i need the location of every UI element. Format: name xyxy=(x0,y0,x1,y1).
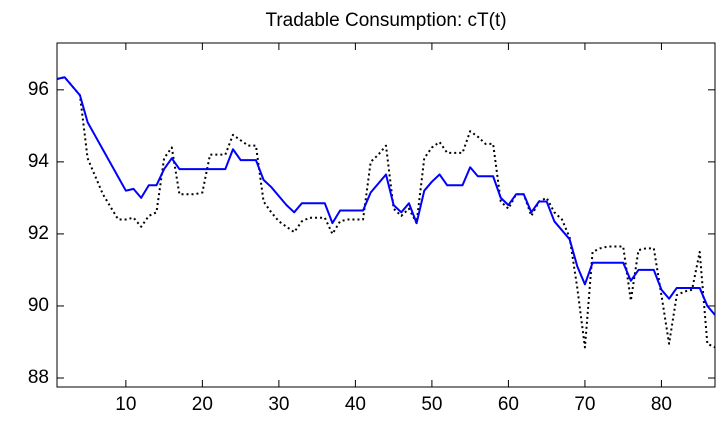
x-tick-label: 80 xyxy=(651,394,672,415)
y-tick-label: 88 xyxy=(28,367,49,388)
y-tick-label: 90 xyxy=(28,295,49,316)
x-tick-label: 40 xyxy=(345,394,366,415)
x-tick-label: 50 xyxy=(421,394,442,415)
chart-title: Tradable Consumption: cT(t) xyxy=(265,10,506,31)
x-tick-label: 30 xyxy=(268,394,289,415)
series-line xyxy=(56,76,716,316)
x-tick-label: 60 xyxy=(498,394,519,415)
y-tick-label: 94 xyxy=(28,151,50,172)
y-tick-label: 96 xyxy=(28,79,49,100)
x-tick-label: 20 xyxy=(192,394,213,415)
series-line xyxy=(56,76,716,349)
x-tick-label: 10 xyxy=(115,394,136,415)
plot-frame xyxy=(56,42,716,388)
y-tick-label: 92 xyxy=(28,223,49,244)
x-tick-label: 70 xyxy=(574,394,595,415)
